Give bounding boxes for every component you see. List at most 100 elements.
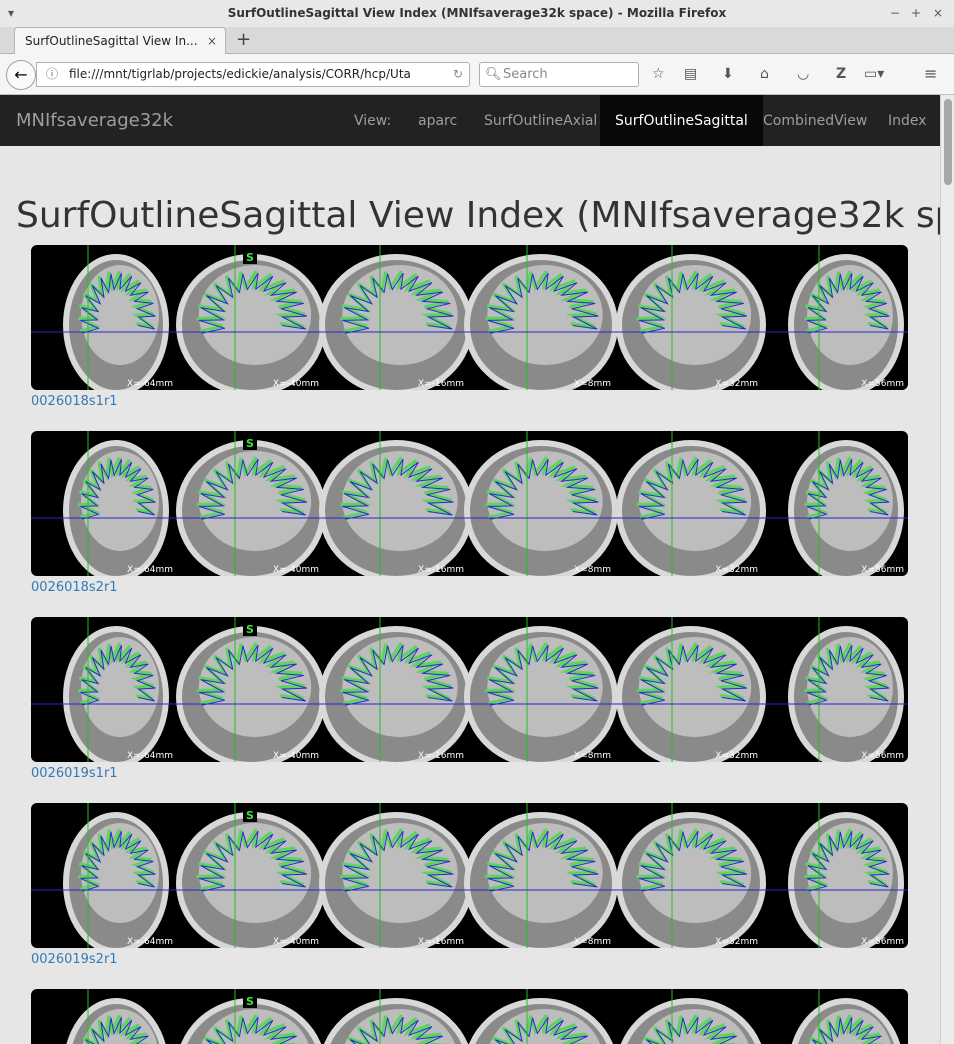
slice-montage: S (31, 989, 908, 1044)
nav-link[interactable]: CombinedView (763, 113, 868, 129)
nav-link[interactable]: SurfOutlineAxial (484, 113, 598, 129)
slice-label: X=32mm (715, 751, 758, 761)
subject-link[interactable]: 0026018s2r1 (31, 580, 118, 595)
cortex-outline-green (636, 456, 746, 519)
scrollbar[interactable] (940, 95, 954, 1044)
slice-label: X=-64mm (127, 751, 173, 761)
search-placeholder: Search (503, 67, 548, 82)
cortex-outline-blue (806, 272, 890, 334)
cortex-outline-blue (80, 272, 156, 334)
cortex-outline-blue (638, 458, 748, 520)
subject-link[interactable]: 0026019s1r1 (31, 766, 118, 781)
url-bar[interactable]: ⓘ file:///mnt/tigrlab/projects/edickie/an… (36, 62, 470, 87)
cortex-outline-blue (342, 272, 454, 334)
nav-link[interactable]: aparc (418, 113, 458, 129)
cortex-outline-blue (342, 458, 454, 520)
minimize-button[interactable]: − (890, 6, 901, 20)
cortex-outline-green (804, 642, 888, 705)
brain-matter (342, 823, 458, 923)
cortex-outline-blue (342, 830, 454, 892)
cortex-outline-green (340, 642, 452, 705)
orientation-box (243, 621, 257, 636)
slice-label: X=-40mm (273, 751, 319, 761)
cortex-outline-green (340, 456, 452, 519)
subject-link[interactable]: 0026019s2r1 (31, 952, 118, 967)
cortex-outline-blue (198, 458, 308, 520)
home[interactable]: ⌂ (760, 66, 769, 82)
orientation-box (243, 807, 257, 822)
cortex-outline-blue (494, 1016, 589, 1044)
cortex-outline-blue (487, 644, 599, 706)
slice-label: X=-64mm (127, 379, 173, 389)
scroll-thumb[interactable] (944, 99, 952, 185)
reading-list[interactable]: ▤ (684, 66, 698, 82)
tab-title: SurfOutlineSagittal View In... (25, 34, 198, 48)
tab-close[interactable]: × (206, 34, 217, 48)
search-icon: 🔍︎ (485, 67, 502, 82)
zotero[interactable]: Z (836, 66, 847, 82)
pocket[interactable]: ◡ (797, 66, 810, 82)
cortex-outline-blue (349, 1016, 444, 1044)
url-text: file:///mnt/tigrlab/projects/edickie/ana… (69, 67, 411, 81)
search-bar[interactable]: 🔍︎ Search (479, 62, 639, 87)
orientation-label: S (246, 623, 254, 636)
nav-link[interactable]: Index (888, 113, 927, 129)
slice-label: X=56mm (861, 751, 904, 761)
slice-label: X=32mm (715, 565, 758, 575)
brain-matter (487, 451, 603, 551)
cortex-outline-green (196, 828, 306, 891)
subject-link[interactable]: 0026018s1r1 (31, 394, 118, 409)
new-tab[interactable]: + (236, 29, 252, 50)
orientation-box (243, 249, 257, 264)
maximize-button[interactable]: + (911, 6, 922, 20)
close-button[interactable]: × (933, 6, 944, 20)
cortex-outline-green (340, 828, 452, 891)
downloads[interactable]: ⬇ (722, 66, 734, 82)
cortex-outline-green (636, 270, 746, 333)
brain-matter (487, 637, 603, 737)
tab[interactable]: SurfOutlineSagittal View In... × (14, 27, 226, 54)
cortex-outline-blue (487, 830, 599, 892)
bookmark-star[interactable]: ☆ (652, 66, 665, 82)
cortex-outline-blue (638, 272, 748, 334)
cortex-outline-blue (638, 644, 748, 706)
slice-label: X=-16mm (418, 565, 464, 575)
cortex-outline-blue (198, 830, 308, 892)
cortex-outline-blue (806, 644, 890, 706)
orientation-label: S (246, 251, 254, 264)
window-title: SurfOutlineSagittal View Index (MNIfsave… (227, 6, 727, 20)
cortex-outline-blue (85, 1016, 149, 1044)
cortex-outline-blue (80, 644, 156, 706)
tab-bar: SurfOutlineSagittal View In... × + (0, 27, 954, 54)
orientation-label: S (246, 809, 254, 822)
cortex-outline-blue (198, 272, 308, 334)
cortex-outline-blue (342, 644, 454, 706)
slice-label: X=-40mm (273, 379, 319, 389)
reload-button[interactable]: ↻ (452, 67, 463, 81)
orientation-label: S (246, 995, 254, 1008)
back-button[interactable]: ← (6, 60, 36, 90)
web-content: MNIfsaverage32k View: aparc SurfOutlineAx… (0, 95, 940, 1044)
slice-label: X=8mm (574, 379, 611, 389)
slice-label: X=56mm (861, 937, 904, 947)
slice-label: X=-16mm (418, 751, 464, 761)
slice-label: X=-16mm (418, 937, 464, 947)
slice-montage: S X=-64mm X=-40mm X=-16mm X=8mm X=32mm X=56mm (31, 431, 908, 576)
slice-montage: S X=-64mm X=-40mm X=-16mm X=8mm X=32mm X=56mm (31, 617, 908, 762)
cortex-outline-blue (487, 272, 599, 334)
extension[interactable]: ▭▾ (864, 66, 885, 82)
window-menu[interactable]: ▾ (8, 6, 15, 20)
nav-link[interactable]: SurfOutlineSagittal (600, 95, 763, 146)
cortex-outline-blue (198, 644, 308, 706)
brain-matter (342, 265, 458, 365)
slice-label: X=32mm (715, 937, 758, 947)
cortex-outline-green (485, 456, 597, 519)
slice-label: X=-64mm (127, 565, 173, 575)
brain-matter (342, 637, 458, 737)
cortex-outline-blue (80, 830, 156, 892)
menu-button[interactable]: ≡ (924, 64, 938, 83)
orientation-label: S (246, 437, 254, 450)
brand[interactable]: MNIfsaverage32k (16, 110, 174, 131)
cortex-outline-blue (638, 830, 748, 892)
